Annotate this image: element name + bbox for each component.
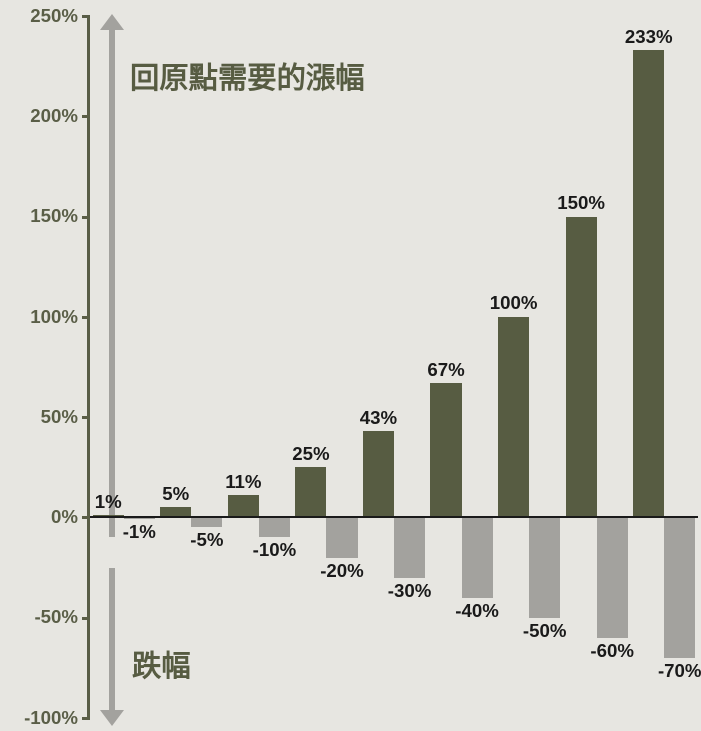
bar-up-label: 43% xyxy=(353,409,404,428)
y-tick-mark xyxy=(82,115,90,118)
y-tick-label: 250% xyxy=(30,7,78,26)
bar-up-label: 233% xyxy=(623,28,674,47)
bar-down-label: -20% xyxy=(314,562,369,581)
arrow-up-head xyxy=(100,14,124,30)
y-tick-mark xyxy=(82,717,90,720)
bar-up-label: 11% xyxy=(218,473,269,492)
bar-down xyxy=(191,517,222,527)
zero-line xyxy=(90,516,698,518)
bar-up-label: 25% xyxy=(285,445,336,464)
y-tick-label: -50% xyxy=(34,608,78,627)
bar-down-label: -5% xyxy=(179,531,234,550)
y-tick-label: 0% xyxy=(51,508,78,527)
bar-down xyxy=(326,517,357,557)
chart-title-down: 跌幅 xyxy=(132,652,191,681)
y-tick-mark xyxy=(82,516,90,519)
y-tick-mark xyxy=(82,617,90,620)
bar-down-label: -50% xyxy=(517,622,572,641)
bar-down xyxy=(529,517,560,617)
bar-up-label: 100% xyxy=(488,294,539,313)
bar-up xyxy=(430,383,461,517)
bar-up xyxy=(498,317,529,518)
y-tick-mark xyxy=(82,15,90,18)
bar-down-label: -30% xyxy=(382,582,437,601)
y-tick-label: 200% xyxy=(30,107,78,126)
bar-up-label: 1% xyxy=(83,493,134,512)
y-tick-label: 100% xyxy=(30,308,78,327)
bar-up-label: 5% xyxy=(150,485,201,504)
bar-down xyxy=(664,517,695,657)
arrow-up-shaft xyxy=(109,26,115,537)
chart-title-up: 回原點需要的漲幅 xyxy=(130,64,365,93)
bar-down-label: -1% xyxy=(112,523,167,542)
bar-up-label: 150% xyxy=(556,194,607,213)
bar-up xyxy=(363,431,394,517)
bar-up xyxy=(295,467,326,517)
arrow-down-shaft xyxy=(109,568,115,710)
bar-down xyxy=(259,517,290,537)
y-axis-line xyxy=(87,16,90,718)
bar-down xyxy=(462,517,493,597)
y-tick-mark xyxy=(82,216,90,219)
y-tick-mark xyxy=(82,316,90,319)
bar-up xyxy=(228,495,259,517)
y-tick-label: -100% xyxy=(24,709,78,728)
bar-down xyxy=(394,517,425,577)
bar-down-label: -60% xyxy=(585,642,640,661)
bar-up xyxy=(566,217,597,518)
arrow-down-head xyxy=(100,710,124,726)
bar-up-label: 67% xyxy=(420,361,471,380)
bar-down xyxy=(597,517,628,637)
bar-down-label: -70% xyxy=(652,662,701,681)
bar-down-label: -40% xyxy=(450,602,505,621)
bar-down-label: -10% xyxy=(247,541,302,560)
y-tick-label: 50% xyxy=(41,408,78,427)
y-tick-mark xyxy=(82,416,90,419)
bar-up xyxy=(633,50,664,517)
chart-container: -100% -50% 0% 50% 100% 150% 200% 250% 1% -1% 5% -5%… xyxy=(0,0,701,731)
y-tick-label: 150% xyxy=(30,207,78,226)
